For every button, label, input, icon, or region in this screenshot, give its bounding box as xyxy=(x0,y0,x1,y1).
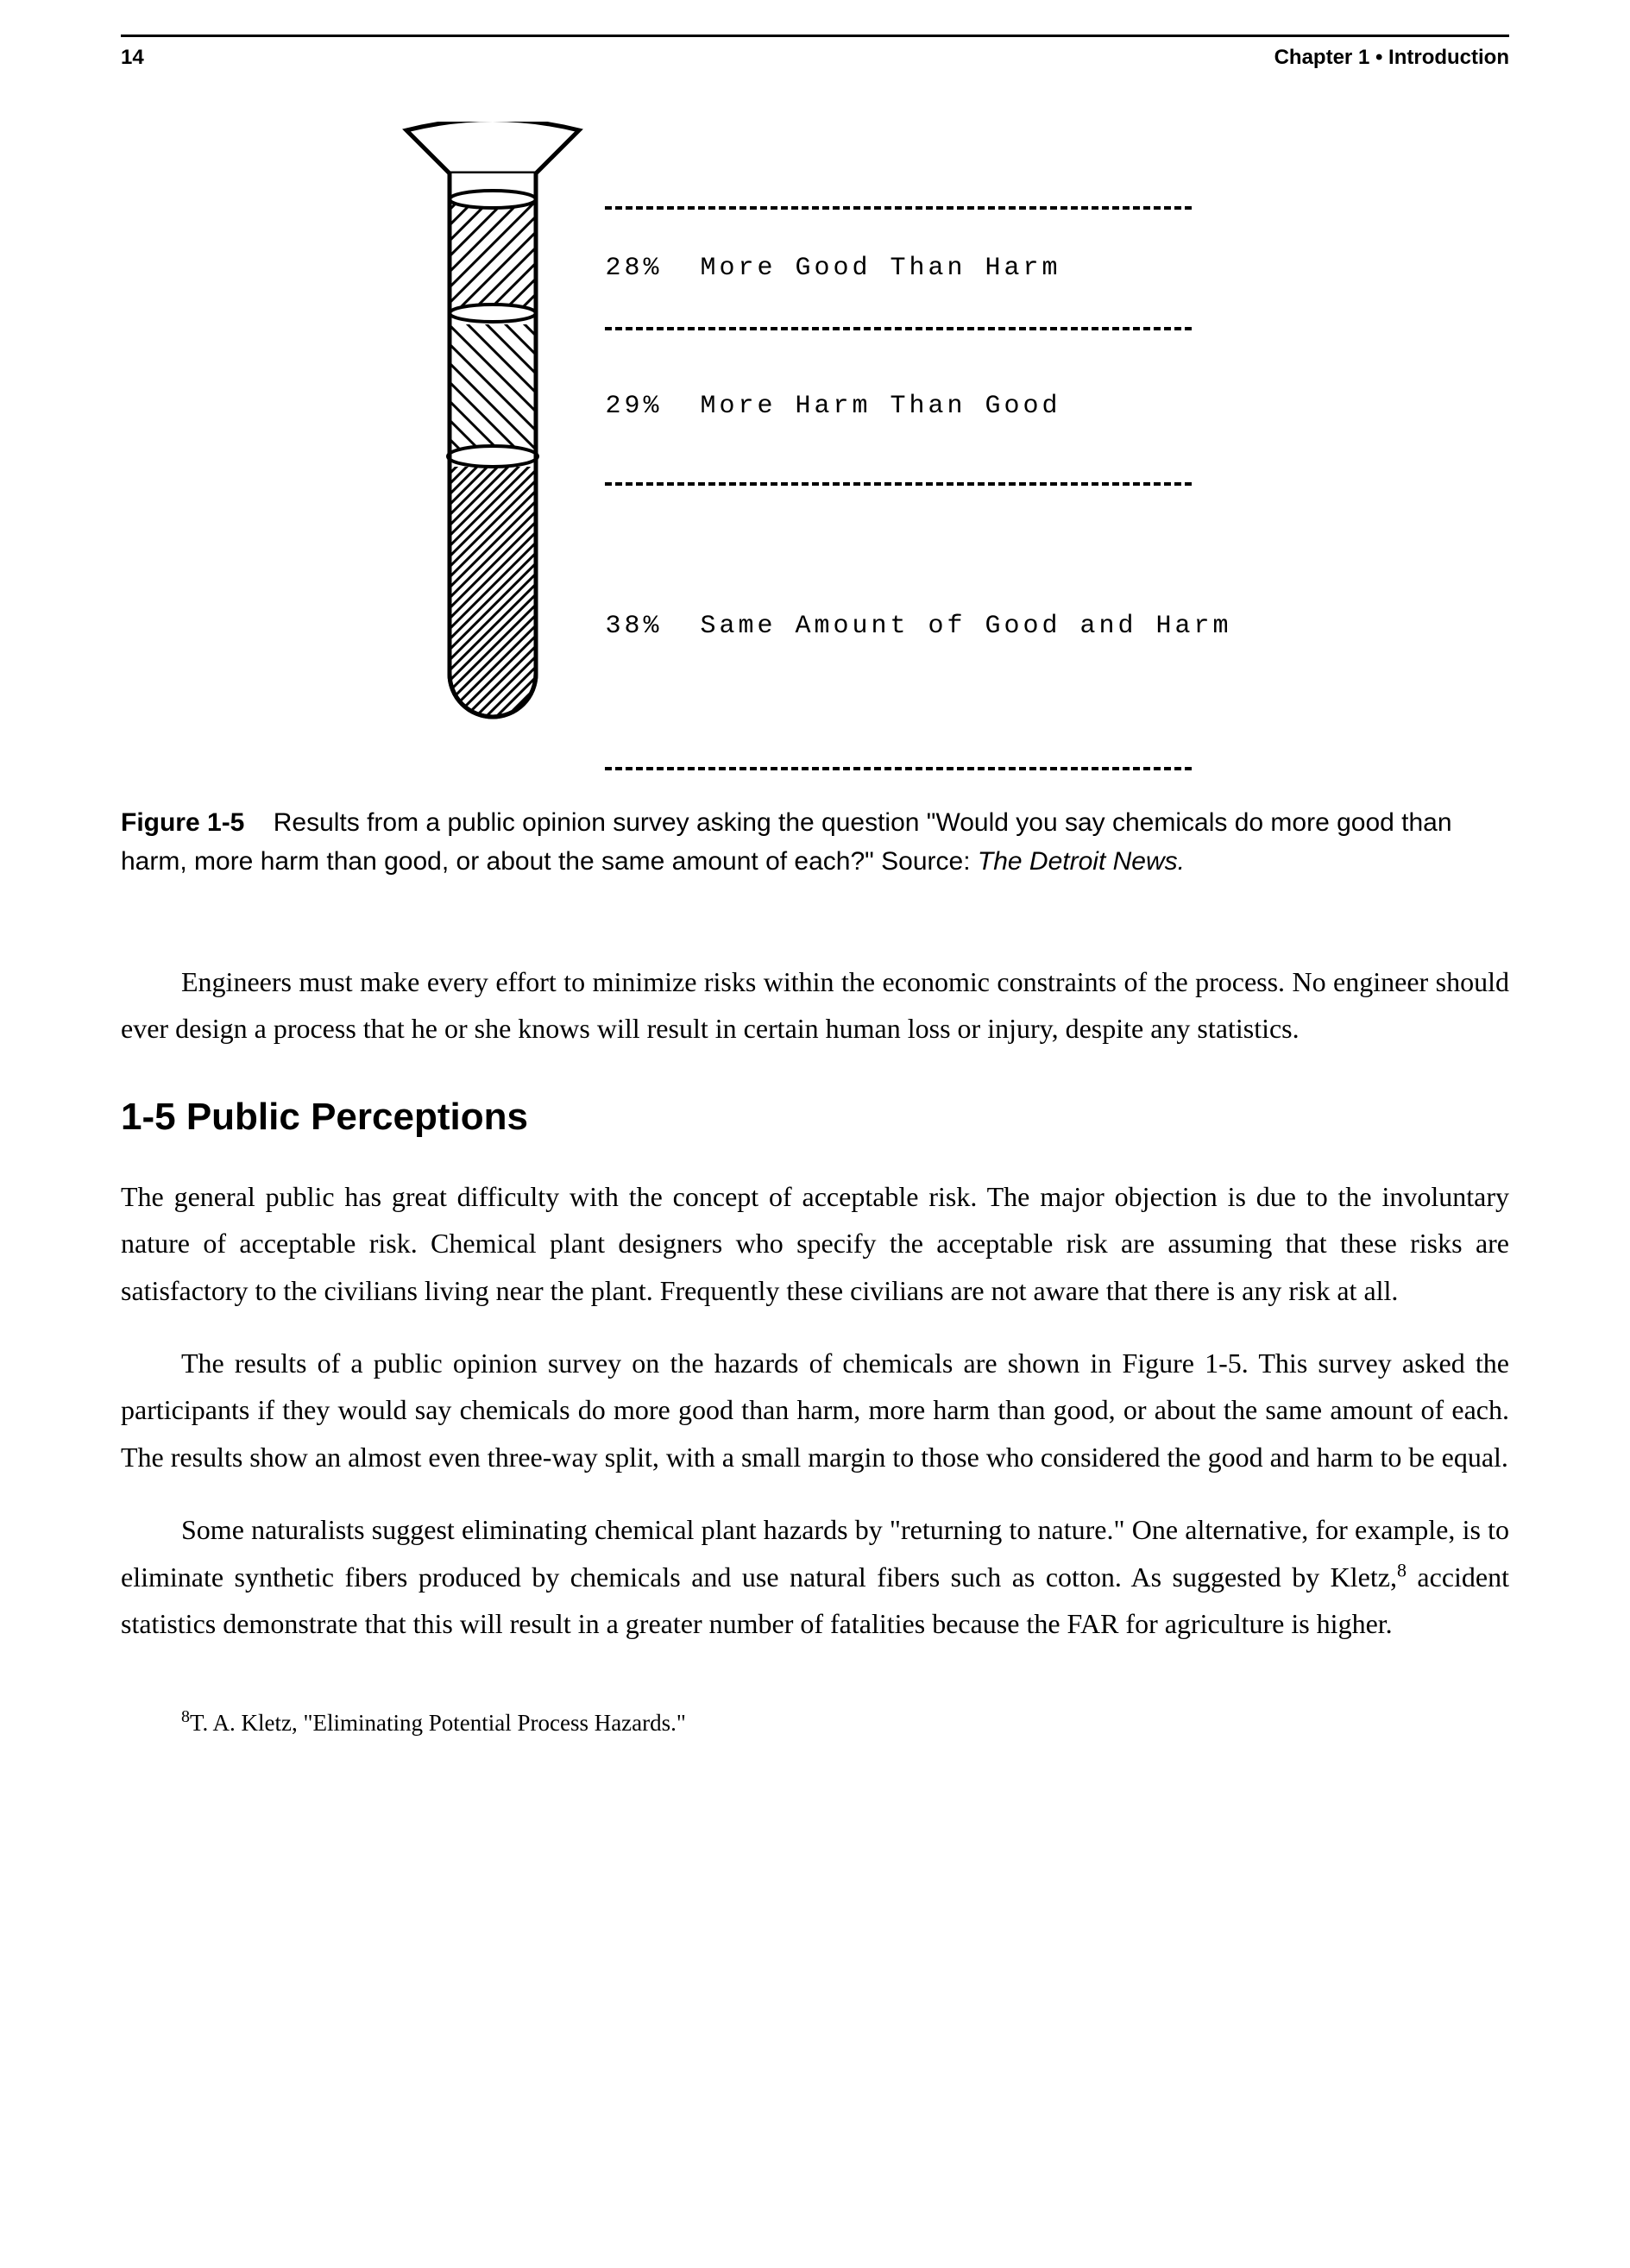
page-header: 14 Chapter 1 • Introduction xyxy=(121,46,1509,70)
dash-line xyxy=(605,482,1192,486)
top-rule xyxy=(121,35,1509,37)
dash-line xyxy=(605,206,1192,210)
paragraph-3: The results of a public opinion survey o… xyxy=(121,1340,1509,1480)
segment-label-0: More Good Than Harm xyxy=(700,254,1060,283)
segment-percent-0: 28% xyxy=(605,254,662,283)
figure-labels: 28% More Good Than Harm 29% More Harm Th… xyxy=(605,122,1231,777)
footnote-marker: 8 xyxy=(181,1707,190,1726)
page-number: 14 xyxy=(121,46,144,70)
figure-number: Figure 1-5 xyxy=(121,808,244,837)
paragraph-4: Some naturalists suggest eliminating che… xyxy=(121,1506,1509,1647)
footnote: 8T. A. Kletz, "Eliminating Potential Pro… xyxy=(121,1707,1509,1737)
segment-label-1: More Harm Than Good xyxy=(700,392,1060,421)
dash-line xyxy=(605,767,1192,770)
figure-caption-text: Results from a public opinion survey ask… xyxy=(121,808,1452,876)
chapter-label: Chapter 1 • Introduction xyxy=(1274,46,1509,70)
test-tube-diagram xyxy=(398,122,588,743)
footnote-text: T. A. Kletz, "Eliminating Potential Proc… xyxy=(190,1710,686,1736)
segment-label-2: Same Amount of Good and Harm xyxy=(700,612,1231,641)
figure-caption: Figure 1-5 Results from a public opinion… xyxy=(121,803,1509,881)
footnote-ref: 8 xyxy=(1397,1559,1407,1580)
figure-caption-source: The Detroit News. xyxy=(978,847,1185,876)
paragraph-2: The general public has great difficulty … xyxy=(121,1173,1509,1314)
dash-line xyxy=(605,327,1192,330)
section-heading: 1-5 Public Perceptions xyxy=(121,1096,1509,1139)
paragraph-4a: Some naturalists suggest eliminating che… xyxy=(121,1514,1509,1592)
segment-percent-1: 29% xyxy=(605,392,662,421)
figure-block: 28% More Good Than Harm 29% More Harm Th… xyxy=(121,122,1509,777)
paragraph-1: Engineers must make every effort to mini… xyxy=(121,958,1509,1052)
segment-percent-2: 38% xyxy=(605,612,662,641)
